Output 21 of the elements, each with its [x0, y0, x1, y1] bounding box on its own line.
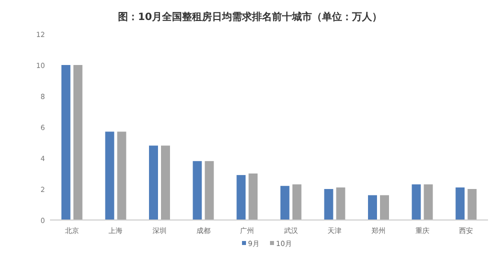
bar — [456, 187, 465, 220]
bar — [192, 161, 202, 220]
bar — [149, 146, 158, 220]
bar — [248, 174, 258, 220]
chart-title: 图：10月全国整租房日均需求排名前十城市（单位：万人） — [118, 11, 382, 23]
bar — [280, 186, 290, 220]
bar — [236, 175, 246, 220]
bar — [61, 65, 70, 220]
bar — [324, 189, 334, 220]
bar — [336, 187, 346, 220]
bar — [468, 189, 477, 220]
bar — [368, 195, 377, 220]
bar — [412, 184, 421, 220]
bar — [204, 161, 214, 220]
bar — [424, 184, 433, 220]
bar — [161, 146, 170, 220]
bar — [105, 132, 114, 220]
bar — [380, 195, 389, 220]
bar — [73, 65, 82, 220]
bar — [117, 132, 126, 220]
bar — [292, 184, 302, 220]
